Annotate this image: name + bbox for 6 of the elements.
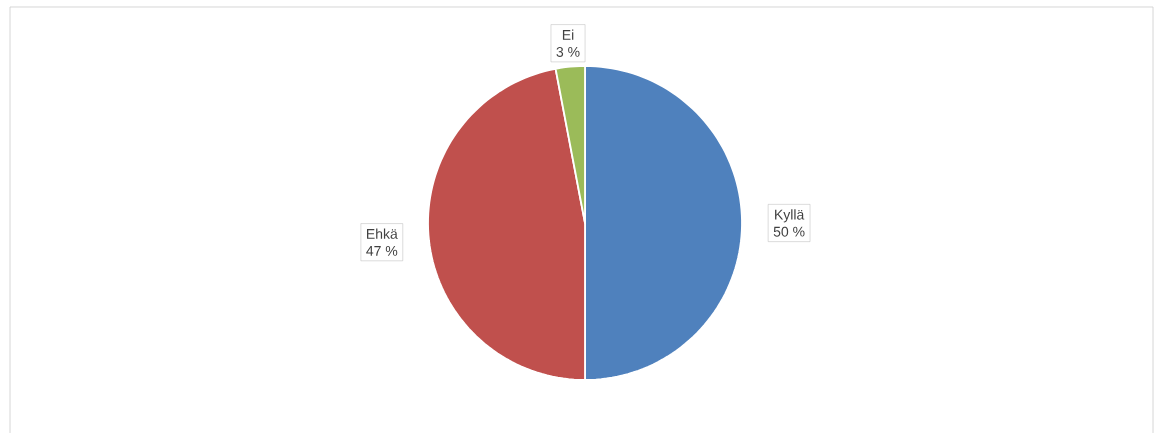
data-label: 3 %: [556, 46, 580, 57]
slice-label: Ei: [562, 29, 574, 40]
slice-label: Kyllä: [775, 209, 805, 223]
data-label: 50 %: [773, 226, 805, 237]
data-label: 47 %: [366, 245, 398, 256]
slice-label: Ehkä: [367, 228, 398, 239]
